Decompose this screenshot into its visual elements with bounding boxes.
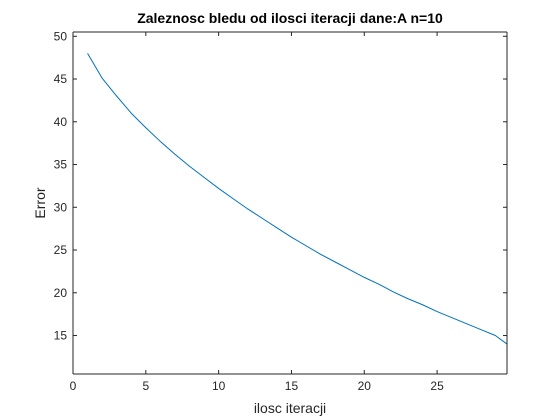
plot-area: [73, 32, 507, 374]
x-tick-label: 0: [70, 379, 77, 393]
y-tick-label: 35: [54, 158, 68, 172]
y-tick-label: 50: [54, 29, 68, 43]
x-tick-label: 10: [212, 379, 226, 393]
series-line: [87, 53, 508, 345]
y-tick-label: 25: [54, 243, 68, 257]
x-tick-label: 5: [142, 379, 149, 393]
y-tick-label: 20: [54, 286, 68, 300]
ticks-layer: 0 5 10 15 20 25 15 20 25 30 35 40 45 50: [54, 29, 507, 393]
y-tick-label: 40: [54, 115, 68, 129]
x-tick-label: 25: [430, 379, 444, 393]
series-layer: [87, 53, 508, 345]
x-tick-label: 15: [285, 379, 299, 393]
y-tick-label: 30: [54, 200, 68, 214]
y-axis-label: Error: [32, 187, 48, 218]
x-tick-label: 20: [358, 379, 372, 393]
x-axis-label: ilosc iteracji: [254, 400, 326, 416]
chart-title: Zaleznosc bledu od ilosci iteracji dane:…: [137, 10, 443, 26]
y-tick-label: 15: [54, 329, 68, 343]
y-tick-label: 45: [54, 72, 68, 86]
